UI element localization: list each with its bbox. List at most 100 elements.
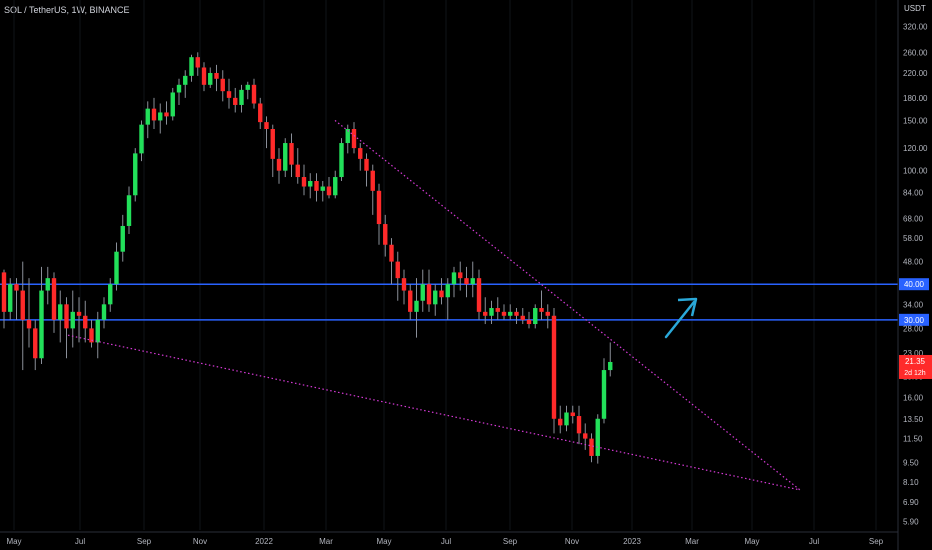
candle-body <box>239 89 244 105</box>
candle-body <box>339 143 344 178</box>
candle-body <box>314 181 319 191</box>
price-tick-label: 260.00 <box>903 48 928 57</box>
candle-body <box>120 225 125 252</box>
time-tick-label: Jul <box>441 537 451 546</box>
price-tick-label: 100.00 <box>903 167 928 176</box>
candle-body <box>433 290 438 305</box>
time-tick-label: 2022 <box>255 537 273 546</box>
candle-body <box>476 278 482 312</box>
candle-body <box>270 129 275 159</box>
price-tick-label: 8.10 <box>903 478 919 487</box>
candle-body <box>114 251 119 285</box>
price-tick-label: 120.00 <box>903 144 928 153</box>
candle-body <box>545 311 550 316</box>
candle-body <box>483 311 488 316</box>
candle-body <box>301 177 307 187</box>
level-label: 40.00 <box>904 280 925 289</box>
level-tag <box>899 278 929 291</box>
candle-body <box>370 170 375 191</box>
candle-body <box>233 97 238 105</box>
candle-body <box>108 284 113 305</box>
time-tick-label: Nov <box>565 537 579 546</box>
price-tick-label: 6.90 <box>903 498 919 507</box>
candle-body <box>58 304 63 320</box>
candle-countdown: 2d 12h <box>904 370 926 377</box>
candle-body <box>133 153 138 196</box>
time-tick-label: May <box>744 537 759 546</box>
candle-body <box>595 418 600 456</box>
time-tick-label: 2023 <box>623 537 641 546</box>
candle-body <box>351 129 357 149</box>
candle-body <box>451 272 457 285</box>
candle-body <box>45 278 50 291</box>
candle-body <box>495 308 500 312</box>
candle-body <box>289 143 294 165</box>
candle-body <box>33 328 38 359</box>
candle-body <box>195 57 200 68</box>
candle-body <box>333 177 338 196</box>
candle-body <box>126 195 132 226</box>
candle-body <box>264 122 269 130</box>
time-tick-label: Jul <box>75 537 85 546</box>
candle-body <box>558 418 563 426</box>
candle-body <box>551 315 557 419</box>
price-tick-label: 68.00 <box>903 214 924 223</box>
candle-body <box>101 304 107 320</box>
candle-body <box>183 75 188 85</box>
time-tick-label: May <box>6 537 21 546</box>
price-tick-label: 180.00 <box>903 94 928 103</box>
candle-body <box>420 284 425 301</box>
price-tick-label: 9.50 <box>903 458 919 467</box>
candle-body <box>76 311 82 316</box>
candle-body <box>576 416 582 434</box>
time-tick-label: Sep <box>503 537 518 546</box>
candle-body <box>401 278 407 291</box>
candle-body <box>89 328 94 343</box>
candle-body <box>326 186 332 196</box>
price-tick-label: 28.00 <box>903 324 924 333</box>
price-tick-label: 11.50 <box>903 435 923 444</box>
candle-body <box>383 224 388 245</box>
price-tick-label: 48.00 <box>903 258 924 267</box>
candle-body <box>139 124 144 154</box>
candle-body <box>95 319 100 343</box>
candle-body <box>176 84 182 93</box>
candle-body <box>570 412 575 417</box>
candle-body <box>439 290 444 298</box>
candle-body <box>470 278 475 285</box>
time-tick-label: Sep <box>137 537 152 546</box>
candle-body <box>376 190 382 225</box>
candle-body <box>226 91 232 98</box>
candle-body <box>395 261 400 279</box>
candle-body <box>445 284 450 298</box>
candle-body <box>601 370 607 419</box>
candle-body <box>589 438 594 456</box>
candle-body <box>320 186 325 191</box>
candle-body <box>426 284 432 305</box>
candle-body <box>214 73 219 79</box>
arrow-head-icon <box>677 297 698 317</box>
candle-body <box>14 284 19 291</box>
level-label: 30.00 <box>904 316 925 325</box>
last-price-tag <box>899 354 932 379</box>
candle-body <box>414 300 419 312</box>
candle-body <box>170 92 175 117</box>
candle-body <box>276 158 282 171</box>
candle-body <box>70 311 75 329</box>
candle-body <box>189 57 194 76</box>
upper-trendline <box>334 119 801 491</box>
price-tick-label: 320.00 <box>903 23 928 32</box>
candle-body <box>158 112 163 121</box>
candle-body <box>364 158 369 171</box>
time-tick-label: Nov <box>193 537 207 546</box>
candle-body <box>83 315 88 329</box>
price-tick-label: 58.00 <box>903 234 924 243</box>
candle-body <box>520 315 525 320</box>
candle-body <box>564 412 569 426</box>
price-tick-label: 84.00 <box>903 188 924 197</box>
candle-body <box>283 143 288 171</box>
candle-body <box>151 108 157 121</box>
candle-body <box>258 103 263 123</box>
candle-body <box>583 433 588 439</box>
